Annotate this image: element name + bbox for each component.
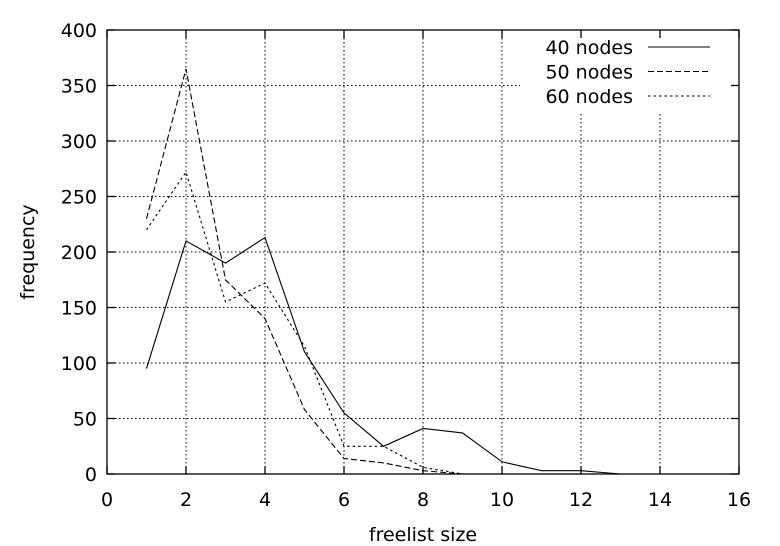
x-axis-tick-labels: 0 2 4 6 8 10 12 14 16: [101, 489, 751, 511]
x-tick-label: 10: [490, 489, 514, 511]
y-axis-tick-labels: 0 50 100 150 200 250 300 350 400: [61, 20, 97, 486]
y-tick-label: 400: [61, 20, 97, 42]
y-tick-label: 100: [61, 353, 97, 375]
data-series: [145, 68, 621, 475]
y-tick-label: 300: [61, 131, 97, 153]
series-line-40-nodes: [145, 236, 621, 475]
x-tick-label: 2: [180, 489, 192, 511]
x-tick-label: 8: [417, 489, 429, 511]
x-tick-label: 16: [727, 489, 751, 511]
legend-label: 50 nodes: [545, 62, 633, 84]
series-line-50-nodes: [145, 68, 463, 475]
y-tick-label: 350: [61, 76, 97, 98]
x-tick-label: 12: [569, 489, 593, 511]
x-tick-label: 4: [259, 489, 271, 511]
y-tick-label: 200: [61, 242, 97, 264]
legend-label: 40 nodes: [545, 37, 633, 59]
x-tick-label: 14: [648, 489, 672, 511]
y-tick-label: 150: [61, 298, 97, 320]
y-axis-title: frequency: [17, 204, 39, 299]
legend-label: 60 nodes: [545, 86, 633, 108]
grid-lines: [107, 30, 739, 474]
x-tick-label: 6: [338, 489, 350, 511]
x-tick-label: 0: [101, 489, 113, 511]
x-axis-title: freelist size: [369, 524, 477, 546]
axis-ticks: [106, 29, 740, 475]
y-tick-label: 250: [61, 187, 97, 209]
series-line-60-nodes: [146, 170, 463, 475]
y-tick-label: 50: [73, 409, 97, 431]
y-tick-label: 0: [85, 464, 97, 486]
